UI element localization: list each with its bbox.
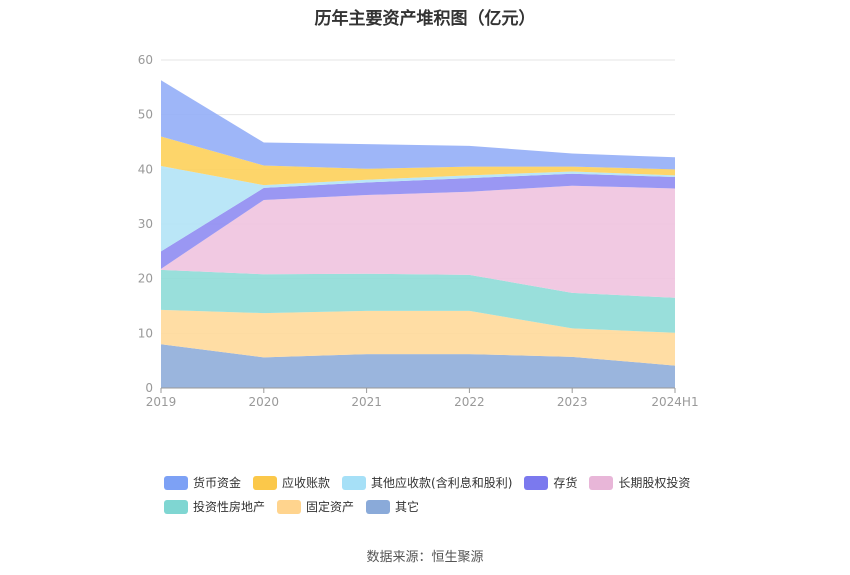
legend-label: 长期股权投资 <box>618 476 691 490</box>
legend-item[interactable]: 固定资产 <box>277 498 354 515</box>
legend-swatch <box>253 475 278 490</box>
legend-item[interactable]: 其它 <box>366 498 419 515</box>
legend-label: 应收账款 <box>282 476 331 490</box>
area-series-3 <box>161 185 675 298</box>
y-tick-label: 50 <box>138 108 153 122</box>
x-tick-label: 2020 <box>249 395 280 409</box>
legend-label: 其他应收款(含利息和股利) <box>371 476 513 490</box>
x-tick-label: 2022 <box>454 395 485 409</box>
legend-item[interactable]: 投资性房地产 <box>164 498 265 515</box>
legend-swatch <box>164 499 188 514</box>
legend-swatch <box>366 499 391 514</box>
area-series-6 <box>161 136 675 186</box>
y-tick-label: 0 <box>145 381 153 395</box>
legend-label: 货币资金 <box>193 476 242 490</box>
legend-swatch <box>342 475 367 490</box>
y-tick-label: 60 <box>138 53 153 67</box>
legend-swatch <box>524 475 549 490</box>
legend-item[interactable]: 长期股权投资 <box>589 474 690 491</box>
area-series-5 <box>161 166 675 252</box>
legend-label: 投资性房地产 <box>193 500 266 514</box>
legend-row-2: 投资性房地产 固定资产 其它 <box>164 498 431 515</box>
area-series-7 <box>161 80 675 170</box>
y-tick-label: 10 <box>138 326 153 340</box>
y-tick-label: 20 <box>138 272 153 286</box>
chart-title: 历年主要资产堆积图（亿元） <box>314 9 536 29</box>
legend-label: 存货 <box>553 476 578 490</box>
x-tick-label: 2023 <box>557 395 588 409</box>
area-series-4 <box>161 173 675 269</box>
area-series <box>161 80 675 388</box>
legend-row-1: 货币资金 应收账款 其他应收款(含利息和股利) 存货 长期股权投资 <box>164 474 702 491</box>
legend-swatch <box>277 499 302 514</box>
x-tick-label: 2019 <box>146 395 177 409</box>
x-tick-label: 2021 <box>351 395 382 409</box>
area-series-2 <box>161 269 675 333</box>
legend-label: 固定资产 <box>306 500 355 514</box>
legend-label: 其它 <box>395 500 420 514</box>
legend-swatch <box>164 475 188 490</box>
y-tick-label: 30 <box>138 217 153 231</box>
legend-item[interactable]: 存货 <box>524 474 577 491</box>
area-series-0 <box>161 344 675 388</box>
data-source-note: 数据来源：恒生聚源 <box>366 550 484 565</box>
legend-item[interactable]: 货币资金 <box>164 474 241 491</box>
y-tick-label: 40 <box>138 162 153 176</box>
area-series-1 <box>161 309 675 366</box>
legend-item[interactable]: 应收账款 <box>253 474 330 491</box>
axes: 0 10 20 30 40 50 60 2019 2020 2021 2022 2023 2024H1 <box>138 53 699 409</box>
legend-item[interactable]: 其他应收款(含利息和股利) <box>342 474 512 491</box>
x-tick-label: 2024H1 <box>651 395 698 409</box>
legend-swatch <box>589 475 614 490</box>
